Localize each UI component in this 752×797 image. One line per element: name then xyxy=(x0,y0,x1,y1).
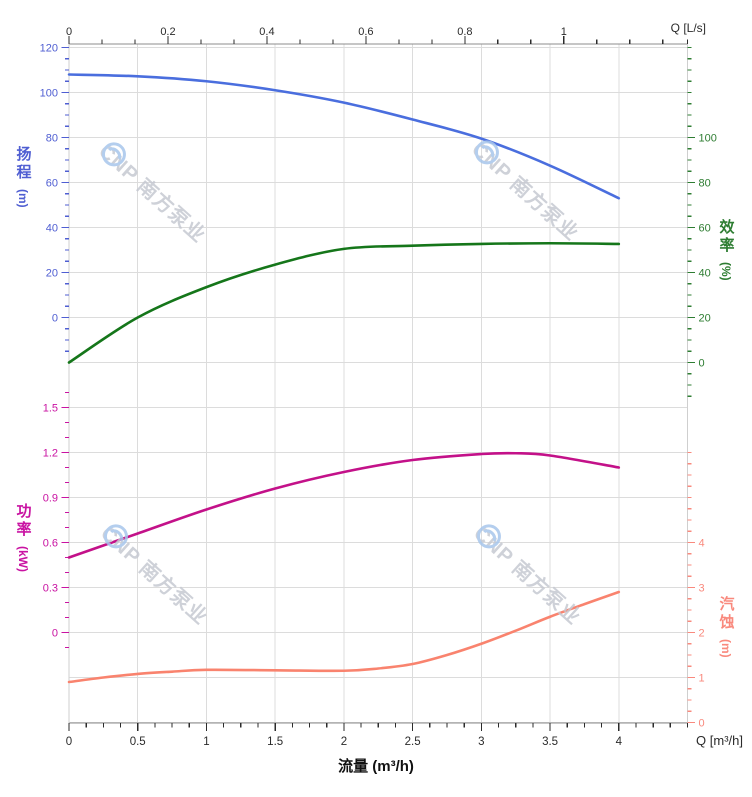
npsh-tick-label: 1 xyxy=(699,673,705,685)
power-tick-label: 1.2 xyxy=(43,448,58,460)
npsh-tick-label: 3 xyxy=(699,583,705,595)
y-axis-title-head: 扬程 (m) xyxy=(11,146,35,208)
power-axis-name: 功率 xyxy=(14,503,32,539)
x-axis-unit-top: Q [L/s] xyxy=(670,21,706,35)
head-axis-name: 扬程 xyxy=(14,146,32,182)
y-axis-title-npsh: 汽蚀 (m) xyxy=(714,596,738,658)
x-axis-title: 流量 (m³/h) xyxy=(338,758,414,775)
head-tick-label: 0 xyxy=(52,313,58,325)
y-axis-title-power: 功率 (kW) xyxy=(11,503,35,572)
axis-ticks xyxy=(61,36,695,731)
curve-head xyxy=(67,73,621,200)
efficiency-tick-label: 0 xyxy=(699,358,705,370)
head-tick-label: 60 xyxy=(46,178,58,190)
x-bottom-tick-label: 2 xyxy=(341,736,347,748)
npsh-axis-unit: (m) xyxy=(719,639,733,658)
x-top-tick-label: 0 xyxy=(66,26,72,38)
x-bottom-tick-label: 0.5 xyxy=(130,736,146,748)
x-bottom-tick-label: 3 xyxy=(478,736,484,748)
power-tick-label: 1.5 xyxy=(43,403,58,415)
x-bottom-tick-label: 2.5 xyxy=(405,736,421,748)
x-bottom-tick-label: 0 xyxy=(66,736,72,748)
efficiency-axis-name: 效率 xyxy=(717,219,735,255)
gridlines xyxy=(68,44,688,723)
curve-efficiency xyxy=(67,241,621,364)
head-tick-label: 120 xyxy=(40,43,58,55)
head-tick-label: 100 xyxy=(40,88,58,100)
curve-power xyxy=(67,451,621,559)
y-axis-title-efficiency: 效率 (%) xyxy=(714,219,738,281)
npsh-tick-label: 4 xyxy=(699,538,705,550)
x-bottom-tick-label: 3.5 xyxy=(542,736,558,748)
power-tick-label: 0.3 xyxy=(43,583,58,595)
efficiency-tick-label: 80 xyxy=(699,178,711,190)
efficiency-tick-label: 60 xyxy=(699,223,711,235)
power-tick-label: 0.9 xyxy=(43,493,58,505)
efficiency-axis-unit: (%) xyxy=(719,262,733,281)
x-axis-unit-bottom: Q [m³/h] xyxy=(696,733,743,748)
x-top-tick-label: 1 xyxy=(561,26,567,38)
x-top-tick-label: 0.2 xyxy=(160,26,175,38)
head-axis-unit: (m) xyxy=(16,189,30,208)
head-tick-label: 40 xyxy=(46,223,58,235)
power-tick-label: 0 xyxy=(52,628,58,640)
x-top-tick-label: 0.6 xyxy=(358,26,373,38)
npsh-tick-label: 0 xyxy=(699,718,705,730)
curve-npsh xyxy=(67,590,621,684)
head-tick-label: 20 xyxy=(46,268,58,280)
power-tick-label: 0.6 xyxy=(43,538,58,550)
x-bottom-tick-label: 1.5 xyxy=(267,736,283,748)
x-top-tick-label: 0.4 xyxy=(259,26,274,38)
x-bottom-tick-label: 1 xyxy=(203,736,209,748)
x-bottom-tick-label: 4 xyxy=(616,736,623,748)
efficiency-tick-label: 20 xyxy=(699,313,711,325)
npsh-tick-label: 2 xyxy=(699,628,705,640)
head-tick-label: 80 xyxy=(46,133,58,145)
tick-labels: 0 0.2 0.4 0.6 0.8 10 0.5 1 1.5 2 2.5 3 3.5 4120100806… xyxy=(40,26,717,748)
npsh-axis-name: 汽蚀 xyxy=(717,596,735,632)
efficiency-tick-label: 40 xyxy=(699,268,711,280)
x-top-tick-label: 0.8 xyxy=(457,26,472,38)
efficiency-tick-label: 100 xyxy=(699,133,717,145)
curves xyxy=(67,73,621,684)
axis-spines xyxy=(68,43,688,724)
power-axis-unit: (kW) xyxy=(16,546,30,572)
